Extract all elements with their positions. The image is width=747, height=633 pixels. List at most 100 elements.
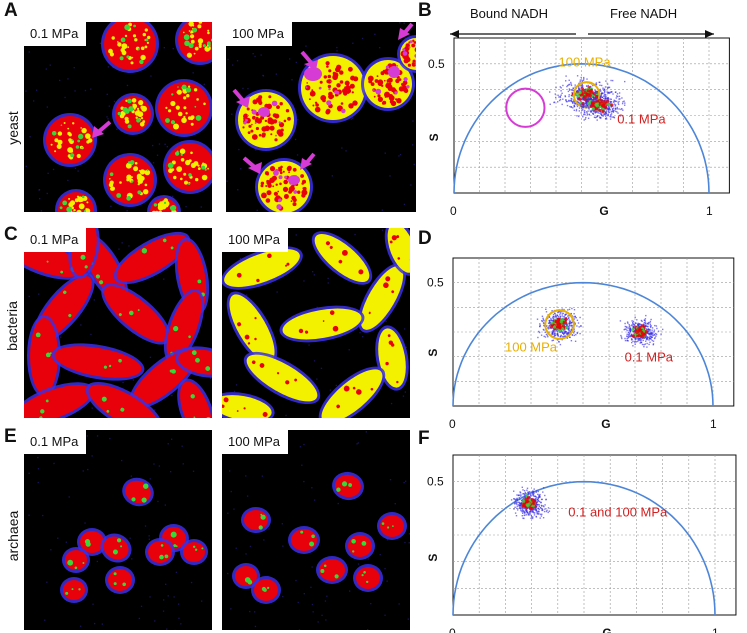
data-point (567, 333, 570, 335)
data-point (575, 334, 577, 336)
data-point (573, 313, 575, 315)
data-point (562, 332, 564, 334)
speckles (193, 545, 204, 551)
data-point (582, 104, 584, 106)
pressure-label: 0.1 MPa (24, 22, 87, 46)
data-point (547, 511, 549, 514)
data-point (583, 78, 585, 80)
data-point (529, 512, 531, 514)
data-point (594, 97, 596, 99)
data-point (591, 107, 595, 111)
data-point (524, 506, 526, 509)
data-point (595, 100, 597, 102)
data-point (571, 89, 573, 91)
data-point (585, 107, 587, 109)
data-point (581, 107, 583, 109)
data-point (567, 331, 570, 333)
data-point (572, 102, 574, 104)
speckles (39, 399, 49, 418)
data-point (564, 335, 566, 337)
data-point (605, 108, 607, 110)
data-point (558, 341, 560, 343)
data-point (608, 86, 610, 88)
data-point (545, 333, 548, 336)
data-point (604, 89, 606, 91)
cell (358, 263, 406, 333)
data-point (592, 93, 594, 95)
data-point (573, 334, 575, 337)
data-point (594, 116, 597, 119)
data-point (529, 513, 531, 515)
data-point (645, 323, 647, 325)
data-point (563, 318, 565, 320)
data-point (603, 95, 605, 97)
data-point (647, 332, 650, 334)
data-point (540, 504, 543, 507)
data-point (627, 322, 629, 324)
data-point (534, 507, 536, 510)
data-point (522, 489, 524, 491)
panel-letter-d: D (418, 228, 432, 249)
data-point (548, 324, 551, 327)
data-point (573, 328, 575, 330)
cell (113, 231, 191, 285)
data-point (604, 113, 606, 116)
data-point (568, 319, 570, 321)
data-point (645, 336, 647, 339)
data-point (586, 89, 591, 93)
data-point (536, 510, 539, 513)
data-point (624, 104, 626, 106)
data-point (607, 91, 610, 94)
data-point (637, 340, 639, 343)
data-point (595, 97, 598, 100)
data-point (607, 113, 609, 115)
data-point (535, 497, 537, 500)
data-point (552, 317, 555, 320)
bound-arrowhead (450, 30, 459, 38)
data-point (568, 79, 570, 81)
data-point (612, 109, 614, 111)
data-point (567, 325, 569, 327)
data-point (543, 505, 545, 508)
data-point (631, 327, 635, 332)
data-point (564, 332, 566, 335)
cell (279, 305, 365, 343)
data-point (605, 80, 607, 82)
data-point (633, 323, 636, 326)
data-point (558, 96, 560, 98)
cell (145, 538, 175, 566)
speckles (320, 564, 339, 579)
data-point (531, 517, 534, 520)
data-point (590, 98, 593, 101)
data-point (514, 503, 516, 505)
cell (77, 528, 107, 556)
data-point (550, 318, 552, 320)
data-point (516, 494, 518, 496)
data-point (560, 335, 562, 338)
cluster-0 (510, 486, 551, 520)
data-point (605, 95, 607, 98)
data-point (537, 497, 540, 499)
data-point (634, 316, 636, 318)
data-point (580, 325, 582, 327)
data-point (596, 98, 599, 100)
data-point (626, 335, 628, 337)
data-point (605, 110, 608, 112)
data-point (606, 99, 608, 101)
data-point (563, 324, 565, 326)
data-point (600, 94, 602, 96)
data-point (626, 329, 628, 332)
data-point (607, 92, 609, 95)
speckles (51, 124, 84, 158)
data-point (650, 338, 652, 340)
data-point (603, 89, 605, 91)
data-point (609, 109, 611, 111)
data-point (651, 339, 653, 342)
data-point (656, 327, 658, 330)
data-point (520, 494, 522, 496)
data-point (650, 336, 652, 338)
panel-letter-e: E (4, 426, 17, 447)
data-point (598, 108, 602, 112)
bacteria-cells-0-1mpa (24, 228, 212, 418)
data-point (586, 113, 589, 116)
